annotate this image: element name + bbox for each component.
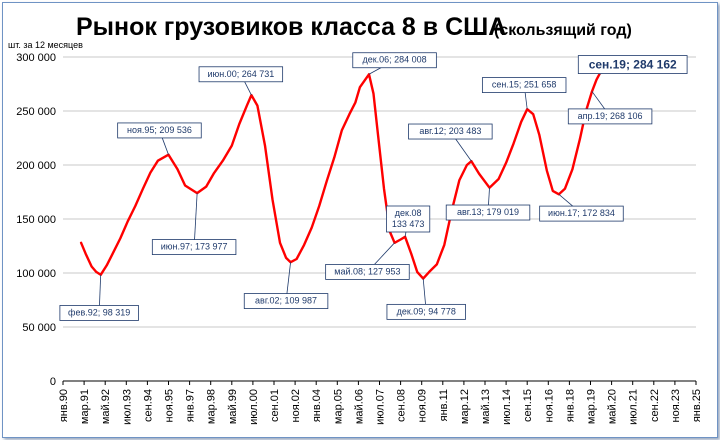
callout-box bbox=[567, 108, 653, 125]
x-tick-label: сен.22 bbox=[649, 389, 661, 422]
callout-label: дек.09; 94 778 bbox=[397, 306, 456, 316]
y-tick-label: 0 bbox=[50, 376, 56, 388]
callout-box bbox=[481, 77, 567, 93]
callout-box bbox=[577, 55, 688, 74]
callout-box bbox=[386, 303, 466, 320]
callout-box bbox=[325, 264, 410, 280]
callout-box bbox=[151, 239, 237, 255]
callout-label: авг.12; 203 483 bbox=[419, 126, 481, 136]
chart-subtitle: (скользящий год) bbox=[494, 22, 632, 39]
x-tick-label: май.99 bbox=[227, 389, 239, 424]
x-tick-label: мар.12 bbox=[459, 389, 471, 424]
x-tick-label: янв.97 bbox=[185, 389, 197, 422]
callout-label: май.08; 127 953 bbox=[334, 266, 400, 276]
x-tick-label: янв.11 bbox=[438, 389, 450, 421]
x-tick-label: май.13 bbox=[480, 389, 492, 424]
x-tick-label: ноя.02 bbox=[290, 389, 302, 422]
callout-box bbox=[198, 66, 284, 83]
callout-label: дек.08 bbox=[395, 208, 422, 218]
y-tick-label: 200 000 bbox=[16, 160, 56, 172]
y-tick-label: 250 000 bbox=[16, 106, 56, 118]
unit-label: шт. за 12 месяцев bbox=[8, 40, 83, 50]
x-tick-label: ноя.23 bbox=[670, 389, 682, 422]
callout-label: сен.15; 251 658 bbox=[492, 80, 557, 90]
x-tick-label: июл.21 bbox=[628, 389, 640, 425]
chart-title: Рынок грузовиков класса 8 в США bbox=[76, 13, 506, 41]
callout-label: авг.02; 109 987 bbox=[255, 296, 317, 306]
x-tick-label: июл.07 bbox=[375, 389, 387, 425]
callout-box bbox=[352, 52, 437, 69]
callout-label: июн.00; 264 731 bbox=[207, 69, 274, 79]
x-tick-label: ноя.95 bbox=[164, 389, 176, 422]
x-tick-label: янв.25 bbox=[691, 389, 703, 422]
callout-label: авг.13; 179 019 bbox=[457, 207, 519, 217]
x-tick-label: мар.05 bbox=[332, 389, 344, 424]
callout-box bbox=[408, 123, 493, 140]
x-tick-label: сен.15 bbox=[522, 389, 534, 422]
series-layer bbox=[79, 72, 601, 280]
callout-label: сен.19; 284 162 bbox=[589, 58, 677, 72]
callout-label: апр.19; 268 106 bbox=[578, 111, 643, 121]
y-tick-label: 150 000 bbox=[16, 214, 56, 226]
x-axis: янв.90 мар.91 май.92 июл.93 сен.94 ноя.95 янв.… bbox=[58, 380, 703, 425]
y-tick-label: 300 000 bbox=[16, 52, 56, 64]
callout-label: 133 473 bbox=[392, 219, 425, 229]
x-tick-label: май.92 bbox=[100, 389, 112, 424]
x-tick-label: ноя.16 bbox=[543, 389, 555, 422]
callout-label: ноя.95; 209 536 bbox=[127, 125, 192, 135]
callout-label: фев.92; 98 319 bbox=[68, 307, 130, 317]
series-line bbox=[79, 72, 601, 280]
x-tick-label: мар.19 bbox=[586, 389, 598, 424]
y-axis: 0 50 000 100 000 150 000 200 000 250 000 300 0… bbox=[16, 52, 56, 388]
x-tick-label: ноя.09 bbox=[417, 389, 429, 422]
x-tick-label: сен.08 bbox=[396, 389, 408, 422]
callout-box bbox=[117, 122, 202, 139]
x-tick-label: май.20 bbox=[607, 389, 619, 424]
x-tick-label: сен.01 bbox=[269, 389, 281, 422]
x-tick-label: сен.94 bbox=[142, 389, 154, 422]
y-tick-label: 50 000 bbox=[22, 322, 56, 334]
x-tick-label: мар.98 bbox=[206, 389, 218, 424]
y-tick-label: 100 000 bbox=[16, 268, 56, 280]
callout-label: июн.97; 173 977 bbox=[161, 242, 228, 252]
callout-label: дек.06; 284 008 bbox=[362, 55, 426, 65]
x-tick-label: май.06 bbox=[353, 389, 365, 424]
x-tick-label: июл.14 bbox=[501, 389, 513, 425]
annotations-layer: фев.92; 98 319 ноя.95; 209 536 июн.97; 173… bbox=[59, 52, 688, 321]
x-tick-label: июл.00 bbox=[248, 389, 260, 425]
callout-box bbox=[386, 205, 431, 233]
callout-leader bbox=[193, 193, 198, 248]
callout-label: июн.17; 172 834 bbox=[548, 208, 615, 218]
callout-box bbox=[243, 293, 329, 309]
x-tick-label: янв.90 bbox=[58, 389, 70, 422]
callout-box bbox=[59, 305, 139, 321]
callout-box bbox=[539, 205, 624, 222]
x-tick-label: янв.18 bbox=[564, 389, 576, 422]
x-tick-label: янв.04 bbox=[311, 389, 323, 422]
x-tick-label: июл.93 bbox=[121, 389, 133, 425]
callout-box bbox=[445, 204, 531, 221]
x-tick-label: мар.91 bbox=[79, 389, 91, 424]
